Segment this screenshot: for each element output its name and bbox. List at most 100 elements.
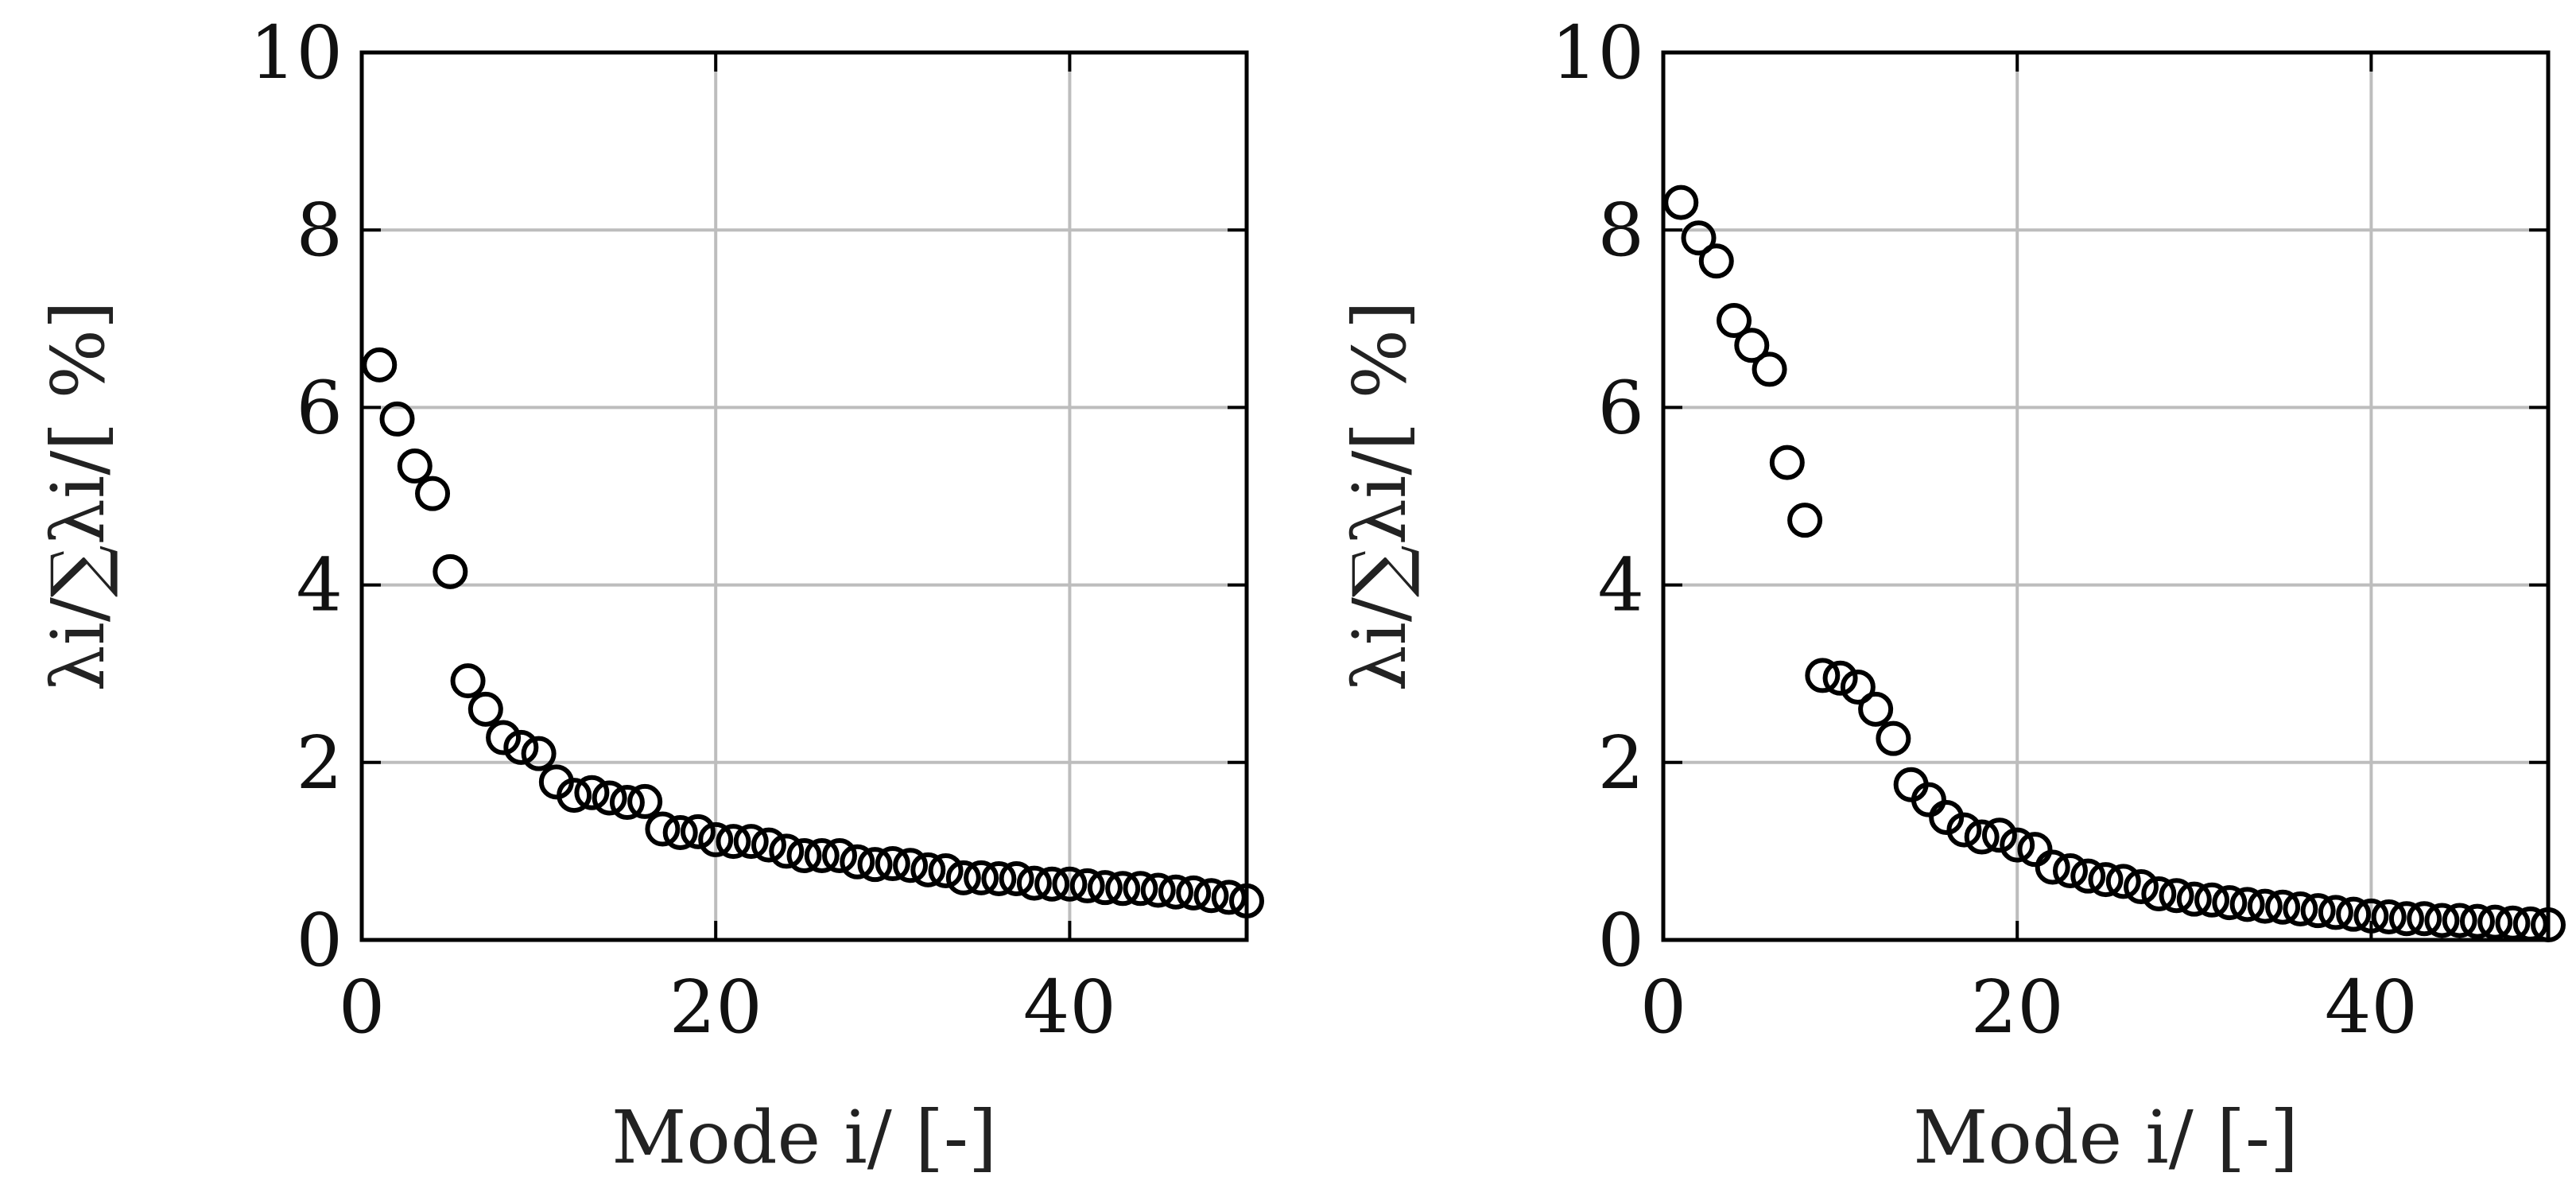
y-tick-label: 4 (1597, 543, 1644, 628)
data-point (804, 837, 840, 873)
data-point (716, 824, 751, 860)
data-point (2212, 885, 2248, 921)
data-point (1087, 870, 1123, 906)
data-point (415, 476, 451, 511)
x-axis-label: Mode i/ [-] (1913, 1095, 2299, 1180)
data-point (2105, 864, 2141, 899)
data-point (2531, 907, 2566, 943)
data-point (2442, 903, 2477, 938)
data-point (928, 852, 964, 888)
data-point (2407, 901, 2442, 937)
data-point (1698, 243, 1734, 279)
data-point (1052, 866, 1088, 902)
data-point (2159, 878, 2194, 914)
data-point (1211, 880, 1247, 915)
y-tick-label: 2 (1597, 720, 1644, 806)
x-tick-label: 20 (1971, 965, 2064, 1050)
data-point (2176, 881, 2212, 917)
data-point (2300, 893, 2336, 929)
x-tick-label: 40 (1023, 965, 1116, 1050)
y-axis-label: λi/∑λi/[ %] (36, 301, 121, 692)
data-point (1752, 351, 1787, 387)
data-point (521, 736, 557, 771)
data-point (609, 785, 645, 821)
data-point (2424, 903, 2460, 938)
data-point (1981, 817, 2017, 853)
data-point (1858, 691, 1894, 727)
data-point (857, 847, 893, 883)
data-point (2336, 896, 2372, 932)
data-point (1787, 503, 1823, 538)
data-point (2017, 832, 2053, 868)
data-point (910, 852, 946, 887)
plot-frame (359, 50, 1249, 942)
data-point (1822, 660, 1858, 696)
data-point (645, 811, 681, 847)
data-point (379, 401, 415, 437)
data-point (733, 824, 769, 860)
y-tick-label: 6 (296, 365, 343, 450)
data-point (557, 778, 592, 814)
data-point (698, 821, 734, 857)
data-point (769, 833, 805, 869)
data-point (1193, 878, 1229, 914)
data-point (2229, 887, 2265, 922)
data-point (1229, 883, 1264, 918)
data-point (1946, 812, 1982, 848)
data-point (2141, 876, 2177, 911)
data-point (1158, 874, 1193, 910)
y-tick-label: 0 (296, 898, 343, 983)
data-point (893, 848, 929, 883)
y-axis-label: λi/∑λi/[ %] (1337, 301, 1422, 692)
x-axis-label: Mode i/ [-] (611, 1095, 997, 1180)
x-tick-label: 40 (2325, 965, 2418, 1050)
data-point (2124, 869, 2159, 905)
data-point (2353, 898, 2389, 934)
data-point (2388, 901, 2424, 937)
data-point (450, 663, 486, 699)
data-point (822, 837, 858, 873)
data-point (2459, 903, 2495, 939)
data-point (627, 783, 663, 819)
data-point (2371, 899, 2407, 934)
data-point (1123, 871, 1158, 907)
data-point (486, 720, 522, 755)
data-point (397, 448, 433, 484)
data-point (1734, 328, 1770, 363)
y-tick-label: 8 (1597, 188, 1644, 273)
data-point (1840, 669, 1876, 705)
y-tick-label: 4 (296, 543, 343, 628)
data-point (751, 827, 786, 863)
data-point (1140, 872, 1176, 908)
data-point (2247, 888, 2283, 924)
data-point (362, 347, 398, 382)
data-point (592, 780, 627, 816)
data-point (1805, 658, 1841, 693)
x-tick-label: 0 (1640, 965, 1687, 1050)
data-point (1016, 865, 1052, 901)
y-tick-label: 0 (1597, 898, 1644, 983)
data-point (2512, 906, 2548, 942)
y-tick-label: 2 (296, 720, 343, 806)
data-point (1663, 184, 1699, 220)
data-point (1876, 720, 1911, 756)
data-point (503, 729, 539, 765)
data-point (2035, 849, 2070, 885)
data-point (1034, 866, 1070, 902)
data-point (2070, 858, 2106, 894)
chart-panel-left: 0 2 4 6 8 10 0 20 40 Mode i/ [-] λi/∑λi/[ %] (36, 10, 1264, 1180)
data-point (786, 837, 822, 873)
data-point (467, 691, 503, 727)
y-tick-label: 6 (1597, 365, 1644, 450)
data-point (433, 553, 468, 589)
data-point (662, 814, 698, 850)
y-tick-label: 10 (1551, 10, 1644, 95)
data-point (2318, 895, 2353, 930)
data-point (875, 846, 910, 882)
data-point (1964, 819, 2000, 855)
data-point (2000, 827, 2035, 863)
x-tick-label: 0 (339, 965, 386, 1050)
data-point (945, 860, 981, 895)
chart-panel-right: 0 2 4 6 8 10 0 20 40 Mode i/ [-] λi/∑λi/[ %] (1337, 10, 2566, 1180)
